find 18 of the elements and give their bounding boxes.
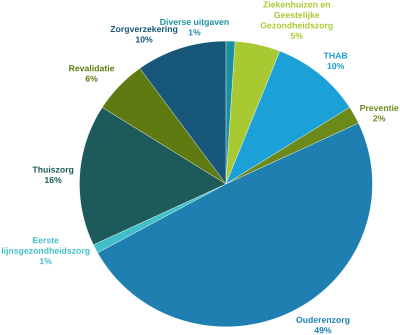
data-label: 2% [373,116,386,122]
data-label: 6% [86,76,98,82]
slice-label: THAB [324,52,348,59]
slice-label: Eerste lijnsgezondheidszorg [2,238,90,256]
slice-label: Ouderenzorg [296,316,350,325]
data-label: 10% [328,63,344,70]
slice-label: Diverse uitgaven [160,18,229,27]
slice-label: Preventie [360,104,398,112]
data-label: 10% [136,36,153,43]
data-label: 5% [290,32,303,40]
slice-label: Zorgverzekering [110,26,178,34]
slice-label: Revalidatie [69,65,114,72]
slice-label: Ziekenhuizen en Geestelijke Gezondheidszorg [260,1,333,30]
data-label: 16% [44,177,62,184]
data-label: 1% [188,30,200,36]
data-label: 49% [314,327,332,334]
slice-label: Thuiszorg [32,166,74,175]
data-label: 1% [40,258,52,264]
